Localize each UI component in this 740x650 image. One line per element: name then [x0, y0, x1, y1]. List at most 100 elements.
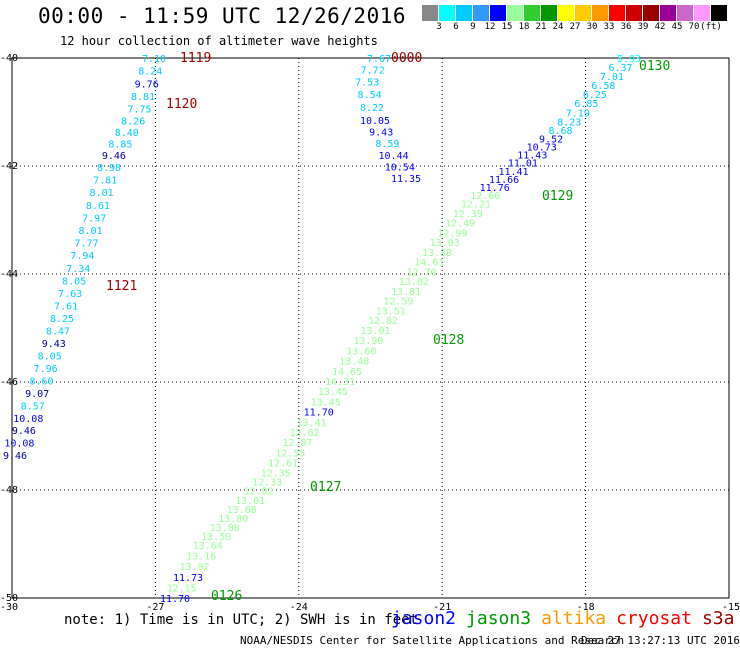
wave-height-value: 7.10 — [142, 54, 166, 65]
legend-tick-label: 3 — [436, 22, 442, 32]
wave-height-value: 8.98 — [97, 163, 121, 174]
wave-height-value: 8.25 — [50, 314, 74, 325]
wave-height-value: 8.01 — [90, 188, 114, 199]
wave-height-value: 12.33 — [252, 478, 282, 489]
wave-height-value: 11.73 — [173, 573, 203, 584]
wave-height-value: 13.41 — [297, 418, 327, 429]
wave-height-value: 8.61 — [86, 201, 110, 212]
wave-height-value: 13.60 — [346, 346, 376, 357]
wave-height-value: 7.94 — [70, 251, 94, 262]
wave-height-value: 7.53 — [355, 77, 379, 88]
wave-height-value: 13.03 — [430, 238, 460, 249]
footer-credit: NOAA/NESDIS Center for Satellite Applica… — [240, 634, 625, 647]
legend-tick-label: 15 — [501, 22, 513, 32]
wave-height-value: 10.44 — [379, 151, 409, 162]
legend-swatch — [439, 5, 456, 21]
wave-height-value: 13.50 — [201, 532, 231, 543]
legend-tick-label: 36 — [620, 22, 632, 32]
wave-height-value: 11.66 — [489, 175, 519, 186]
wave-height-value: 8.57 — [21, 401, 45, 412]
longitude-label: -18 — [577, 602, 595, 613]
wave-height-value: 12.49 — [445, 219, 475, 230]
wave-height-value: 13.68 — [227, 505, 257, 516]
satellite-label-altika: altika — [541, 608, 607, 629]
legend-swatch — [558, 5, 575, 21]
wave-height-value: 12.59 — [383, 297, 413, 308]
wave-height-value: 13.80 — [218, 514, 248, 525]
wave-height-value: 12.60 — [470, 191, 500, 202]
wave-height-value: 13.81 — [391, 287, 421, 298]
legend-tick-label: 39 — [637, 22, 649, 32]
wave-height-value: 13.16 — [186, 552, 216, 563]
legend-swatch — [643, 5, 660, 21]
wave-height-value: 10.08 — [4, 439, 34, 450]
latitude-label: -40 — [0, 53, 18, 64]
wave-height-value: 12.99 — [437, 228, 467, 239]
latitude-label: -50 — [0, 593, 18, 604]
legend-tick-label: 42 — [654, 22, 666, 32]
legend-swatch — [507, 5, 524, 21]
wave-height-value: 7.01 — [600, 72, 624, 83]
legend-unit-label: (ft) — [700, 22, 722, 32]
legend-tick-label: 21 — [535, 22, 547, 32]
wave-height-value: 12.15 — [166, 583, 196, 594]
legend-swatch — [677, 5, 694, 21]
wave-height-value: 8.01 — [78, 226, 102, 237]
wave-height-value: 8.47 — [46, 326, 70, 337]
wave-height-value: 14.61 — [414, 258, 444, 269]
satellite-key: jason2 jason3 altika cryosat s3a — [391, 608, 740, 629]
footer-timestamp: Dec 27 13:27:13 UTC 2016 — [581, 634, 740, 647]
wave-height-value: 13.64 — [193, 541, 223, 552]
wave-height-value: 14.65 — [332, 367, 362, 378]
wave-height-value: 11.70 — [304, 408, 334, 419]
wave-height-value: 8.22 — [360, 103, 384, 114]
units-note: note: 1) Time is in UTC; 2) SWH is in fe… — [64, 612, 419, 628]
satellite-label-s3a: s3a — [701, 608, 735, 629]
wave-height-value: 13.45 — [311, 397, 341, 408]
time-label: 0130 — [639, 59, 670, 74]
wave-height-value: 10.54 — [385, 162, 415, 173]
legend-swatch — [626, 5, 643, 21]
satellite-label-cryosat: cryosat — [616, 608, 692, 629]
wave-height-value: 10.05 — [360, 116, 390, 127]
map-subtitle: 12 hour collection of altimeter wave hei… — [60, 34, 378, 48]
time-label: 0127 — [310, 480, 341, 495]
legend-tick-label: 18 — [518, 22, 530, 32]
wave-height-value: 8.05 — [62, 276, 86, 287]
longitude-label: -24 — [290, 602, 308, 613]
wave-height-value: 8.05 — [38, 351, 62, 362]
wave-height-value: 7.67 — [367, 54, 391, 65]
wave-height-value: 12.35 — [261, 469, 291, 480]
legend-swatch — [575, 5, 592, 21]
wave-height-value: 9.52 — [539, 134, 563, 145]
wave-height-value: 13.01 — [360, 326, 390, 337]
wave-height-value: 13.02 — [179, 562, 209, 573]
legend-swatch — [592, 5, 609, 21]
color-scale-labels: 3 6 9 12 15 18 21 24 27 30 33 36 39 42 45 70 (ft) — [422, 21, 728, 35]
wave-height-value: 9.07 — [25, 389, 49, 400]
legend-tick-label: 12 — [484, 22, 496, 32]
time-label: 1121 — [106, 279, 137, 294]
wave-height-value: 9.46 — [102, 151, 126, 162]
wave-height-value: 12.70 — [406, 267, 436, 278]
color-scale-legend: 3 6 9 12 15 18 21 24 27 30 33 36 39 42 45 70 (ft) — [422, 5, 728, 35]
graticule: -40 -42 -44 -46 -48 -50-30 -27 -24 -21 -18 -15 — [0, 53, 740, 613]
wave-height-value: 11.70 — [160, 594, 190, 605]
wave-height-value: 12.82 — [368, 316, 398, 327]
satellite-label-jason2: jason2 — [391, 608, 457, 629]
latitude-label: -46 — [0, 377, 18, 388]
legend-tick-label: 30 — [586, 22, 598, 32]
legend-swatch — [694, 5, 711, 21]
legend-tick-label: 27 — [569, 22, 581, 32]
latitude-label: -44 — [0, 269, 18, 280]
latitude-label: -42 — [0, 161, 18, 172]
wave-height-value: 9.43 — [42, 339, 66, 350]
time-label: 1119 — [180, 51, 211, 66]
wave-height-value: 8.59 — [375, 139, 399, 150]
wave-height-value: 7.61 — [54, 301, 78, 312]
wave-height-value: 10.73 — [527, 142, 557, 153]
legend-tick-label: 9 — [470, 22, 476, 32]
wave-height-value: 13.48 — [339, 357, 369, 368]
legend-tick-label: 70 — [688, 22, 700, 32]
